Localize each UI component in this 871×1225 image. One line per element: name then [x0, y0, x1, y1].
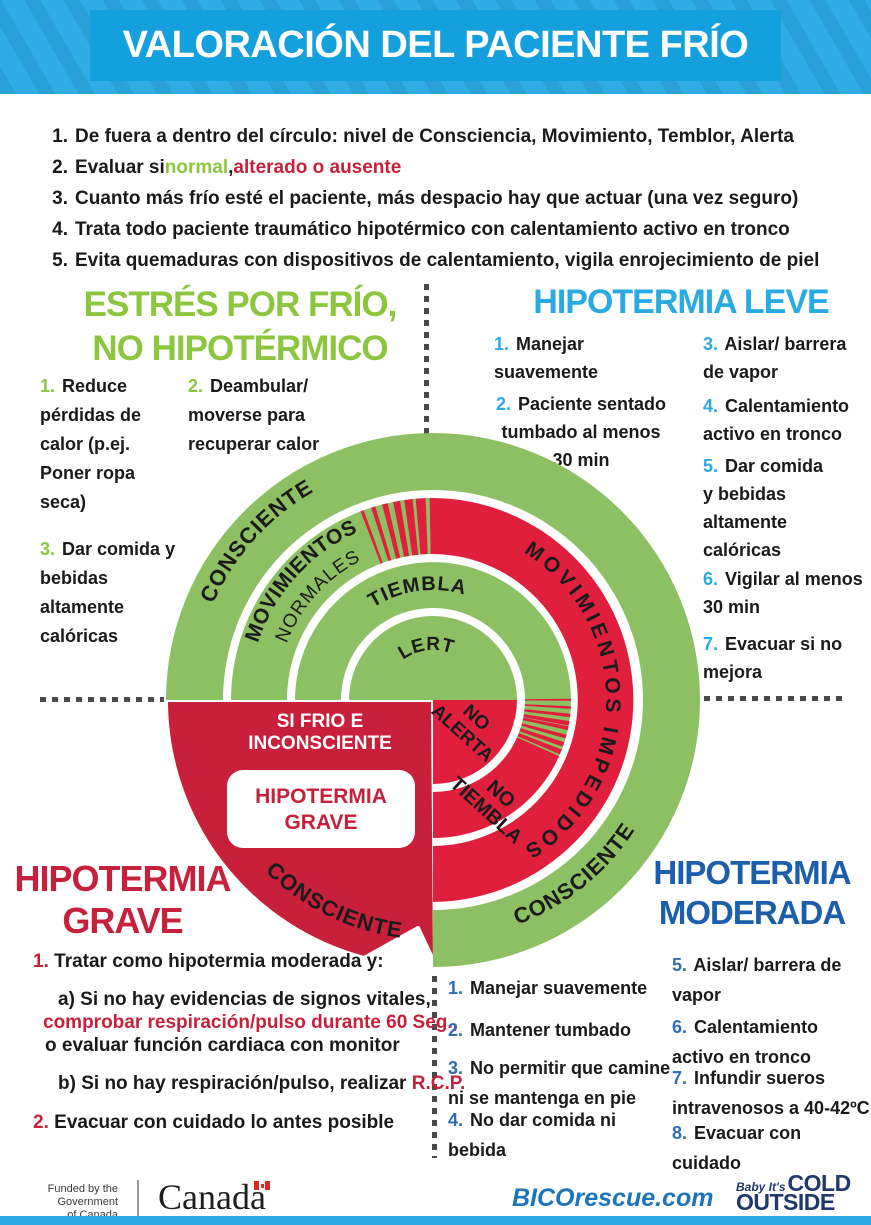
footer-divider [137, 1180, 139, 1220]
cold-stress-item-1: 1. Reduce pérdidas de calor (p.ej. Poner… [40, 376, 142, 512]
severe-item-1a-check: comprobar respiración/pulso durante 60 S… [43, 1012, 458, 1033]
header-title-box: VALORACIÓN DEL PACIENTE FRÍO [90, 10, 781, 81]
canada-flag-icon [254, 1181, 270, 1190]
intro-item-4: 4. Trata todo paciente traumático hipotér… [52, 219, 790, 240]
ring-no-tiembla [433, 717, 569, 838]
assessment-wheel: CONSCIENTE CONSCIENTE CONSCIENTE MOVIMIE… [133, 400, 700, 967]
moderate-item-7: 7. Infundir sueros intravenosos a 40-42º… [672, 1068, 870, 1118]
intro-item-2: 2. Evaluar si normal, alterado o ausente [52, 157, 402, 178]
stripe-tiembla [520, 725, 566, 743]
severe-item-1: 1. Tratar como hipotermia moderada y: [33, 951, 384, 972]
page-title: VALORACIÓN DEL PACIENTE FRÍO [122, 24, 749, 66]
divider-bottom-vertical [432, 976, 437, 1158]
ring-no-alerta [433, 700, 517, 784]
moderate-item-3: 3. No permitir que camine ni se mantenga… [448, 1058, 671, 1108]
canada-wordmark: Canada [158, 1177, 266, 1217]
stripe-tiembla [523, 714, 570, 726]
mild-item-6: 6. Vigilar al menos 30 min [703, 569, 863, 617]
mild-item-2: 2. Paciente sentado tumbado al menos 30 … [495, 394, 667, 470]
stripe-tiembla [522, 720, 568, 735]
intro-item-3: 3. Cuanto más frío esté el paciente, más … [52, 188, 799, 209]
baby-its-cold-outside-logo: Baby It'sCOLD OUTSIDE [736, 1170, 851, 1215]
divider-top-vertical [424, 284, 429, 434]
intro-list: 1. De fuera a dentro del círculo: nivel d… [42, 121, 819, 276]
mild-title: HIPOTERMIA LEVE [533, 283, 829, 321]
severe-item-2: 2. Evacuar con cuidado lo antes posible [33, 1112, 395, 1133]
cold-stress-title: ESTRÉS POR FRÍO, NO HIPOTÉRMICO [83, 285, 398, 368]
moderate-title: HIPOTERMIA MODERADA [653, 854, 851, 931]
mild-item-7: 7. Evacuar si no mejora [703, 634, 843, 682]
ring-tiembla [295, 562, 571, 727]
hipotermia-grave-box: HIPOTERMIA GRAVE [227, 770, 415, 848]
stripe-tiembla [524, 704, 571, 709]
stripe-movimientos [393, 500, 410, 557]
severe-item-1a-monitor: o evaluar función cardiaca con monitor [45, 1035, 400, 1056]
moderate-item-8: 8. Evacuar con cuidado [672, 1123, 802, 1173]
stripe-tiembla [518, 731, 563, 750]
intro-item-5: 5. Evita quemaduras con dispositivos de c… [52, 250, 820, 271]
mild-item-1: 1. Manejar suavemente [494, 334, 599, 382]
ring-movimientos-normales [231, 498, 431, 700]
stripe-tiembla [524, 709, 571, 718]
moderate-item-1: 1. Manejar suavemente [448, 978, 648, 998]
divider-left-horizontal [40, 697, 164, 702]
ring-movimientos-impedidos [429, 497, 634, 902]
severe-item-1a: a) Si no hay evidencias de signos vitale… [58, 989, 431, 1010]
stripe-movimientos [404, 499, 419, 556]
stripe-tiembla [517, 736, 560, 757]
severe-title: HIPOTERMIA GRAVE [14, 858, 231, 941]
mild-item-3: 3. Aislar/ barrera de vapor [703, 334, 847, 382]
stripe-movimientos [382, 503, 401, 559]
mild-item-4: 4. Calentamiento activo en tronco [703, 396, 850, 444]
moderate-item-6: 6. Calentamiento activo en tronco [672, 1017, 819, 1067]
cold-stress-item-3: 3. Dar comida y bebidas altamente calóri… [40, 539, 176, 646]
cold-stress-item-2: 2. Deambular/ moverse para recuperar cal… [188, 376, 320, 454]
si-frio-label: SI FRIO E INCONSCIENTE [248, 711, 392, 754]
moderate-item-5: 5. Aislar/ barrera de vapor [672, 955, 842, 1005]
moderate-item-4: 4. No dar comida ni bebida [448, 1110, 617, 1160]
severe-item-1b: b) Si no hay respiración/pulso, realizar… [58, 1073, 466, 1094]
mild-item-5: 5. Dar comida y bebidas altamente calóri… [703, 456, 824, 560]
header-band: VALORACIÓN DEL PACIENTE FRÍO [0, 0, 871, 94]
stripe-movimientos [371, 506, 392, 561]
bicorescue-link[interactable]: BICOrescue.com [512, 1184, 714, 1212]
ring-alerta [349, 616, 517, 700]
intro-item-1: 1. De fuera a dentro del círculo: nivel d… [52, 126, 795, 147]
stripe-movimientos [415, 498, 428, 555]
stripe-movimientos [360, 510, 383, 564]
moderate-item-2: 2. Mantener tumbado [448, 1020, 632, 1040]
stripe-tiembla [525, 698, 572, 701]
divider-right-horizontal [704, 696, 842, 701]
bottom-accent-bar [0, 1216, 871, 1225]
